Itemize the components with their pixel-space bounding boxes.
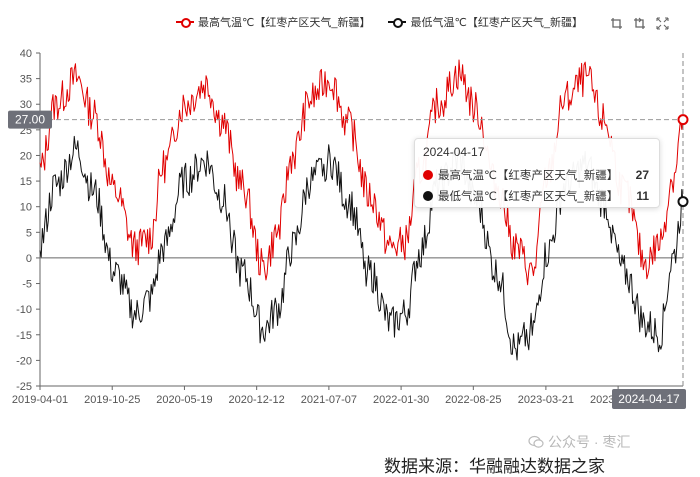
y-tick-label: 30 — [20, 99, 32, 111]
reference-label: 27.00 — [15, 113, 45, 127]
tooltip-name-min: 最低气温℃【红枣产区天气_新疆】 — [438, 191, 619, 203]
y-tick-label: 20 — [20, 150, 32, 162]
tooltip-dot-max — [423, 170, 433, 180]
y-tick-label: 5 — [26, 227, 32, 239]
legend-item-max[interactable]: 最高气温℃【红枣产区天气_新疆】 — [176, 14, 370, 30]
reference-label-box — [8, 110, 52, 129]
legend: 最高气温℃【红枣产区天气_新疆】 最低气温℃【红枣产区天气_新疆】 — [176, 14, 583, 30]
tooltip-dot-min — [423, 191, 433, 201]
y-tick-label: 10 — [20, 202, 32, 214]
y-tick-label: 35 — [20, 74, 32, 86]
y-tick-label: -10 — [16, 304, 32, 316]
x-tick-label: 2020-05-19 — [156, 394, 212, 406]
legend-label-min: 最低气温℃【红枣产区天气_新疆】 — [410, 17, 583, 29]
series-line-max — [39, 59, 684, 286]
x-tick-label: 2019-04-01 — [12, 394, 68, 406]
y-tick-label: -25 — [16, 381, 32, 393]
cursor-label: 2024-04-17 — [618, 392, 680, 406]
y-tick-label: 15 — [20, 176, 32, 188]
x-tick-label: 2022-01-30 — [373, 394, 429, 406]
wechat-icon — [528, 435, 544, 448]
legend-swatch-min — [388, 17, 407, 28]
series-point-max — [677, 114, 689, 126]
series-point-min — [677, 196, 689, 208]
legend-label-max: 最高气温℃【红枣产区天气_新疆】 — [198, 17, 371, 29]
data-source-caption: 数据来源：华融融达数据之家 — [384, 457, 605, 477]
zoom-reset-icon[interactable] — [633, 17, 646, 30]
tooltip-value-min: 11 — [636, 189, 649, 203]
x-tick-label: 2023-03-21 — [518, 394, 574, 406]
y-tick-label: -20 — [16, 355, 32, 367]
chart-toolbar — [610, 17, 669, 30]
cursor-label-box — [612, 389, 686, 409]
x-tick-label: 2019-10-25 — [84, 394, 140, 406]
tooltip-name-max: 最高气温℃【红枣产区天气_新疆】 — [438, 170, 619, 182]
y-tick-label: -15 — [16, 330, 32, 342]
tooltip-row-min: 最低气温℃【红枣产区天气_新疆】 11 — [423, 188, 649, 204]
zoom-icon[interactable] — [610, 17, 623, 30]
legend-swatch-max — [176, 17, 194, 28]
tooltip: 2024-04-17 最高气温℃【红枣产区天气_新疆】 27 最低气温℃【红枣产… — [414, 138, 660, 208]
fullscreen-icon[interactable] — [656, 17, 669, 30]
y-tick-label: -5 — [22, 279, 32, 291]
tooltip-value-max: 27 — [635, 168, 649, 182]
overlay-layer: 27.00 2024-04-17 — [8, 53, 689, 409]
series-layer — [39, 59, 684, 361]
x-tick-label: 2020-12-12 — [229, 394, 285, 406]
x-tick-label: 2021-07-07 — [301, 394, 357, 406]
tooltip-row-max: 最高气温℃【红枣产区天气_新疆】 27 — [423, 167, 649, 183]
y-tick-label: 0 — [26, 253, 32, 265]
watermark: 公众号 · 枣汇 — [528, 432, 630, 452]
x-tick-label: 2022-08-25 — [445, 394, 501, 406]
watermark-text: 公众号 · 枣汇 — [548, 434, 631, 450]
legend-item-min[interactable]: 最低气温℃【红枣产区天气_新疆】 — [388, 14, 583, 30]
tooltip-date: 2024-04-17 — [423, 145, 485, 159]
y-tick-label: 40 — [20, 48, 32, 60]
